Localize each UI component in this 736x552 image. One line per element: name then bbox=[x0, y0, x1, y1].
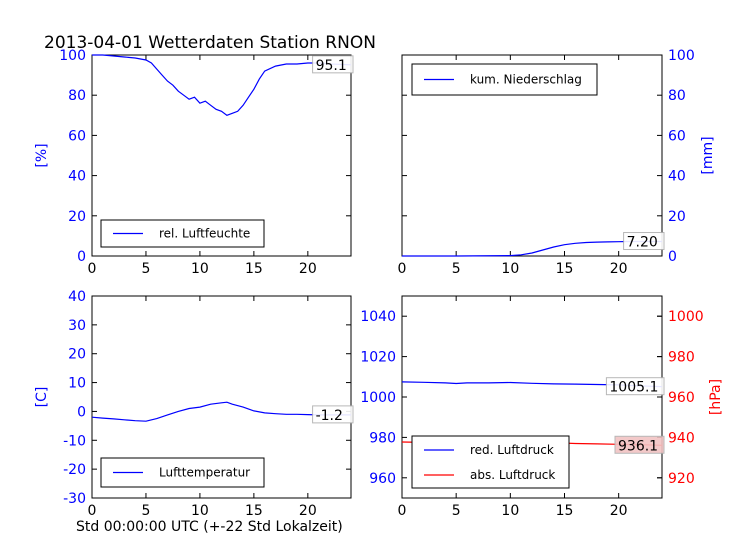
y-tick-label: 1020 bbox=[360, 350, 396, 366]
x-tick-label: 15 bbox=[556, 503, 574, 519]
panel-1: 0 5 10 15 20 0 20 40 60 80 100 [%] rel. Luftfeuchte 9… bbox=[34, 48, 354, 277]
y-tick-label: 20 bbox=[68, 347, 86, 363]
y-axis-label: [C] bbox=[34, 387, 50, 408]
chart-title: 2013-04-01 Wetterdaten Station RNON bbox=[44, 33, 376, 53]
y-tick-label: 60 bbox=[68, 128, 86, 144]
panel-4: 0 5 10 15 20 960 980 1000 1020 1040 920 940 960 980 10… bbox=[360, 295, 724, 519]
x-tick-label: 20 bbox=[610, 503, 628, 519]
annotation-value: 936.1 bbox=[618, 438, 658, 454]
y-tick-label: 100 bbox=[668, 48, 695, 64]
y-tick-label: 10 bbox=[68, 376, 86, 392]
annotation-box bbox=[614, 435, 665, 454]
legend-label: abs. Luftdruck bbox=[470, 468, 555, 482]
y-tick-label: 40 bbox=[68, 289, 86, 305]
y-tick-label: 100 bbox=[59, 48, 86, 64]
y-tick-label: 960 bbox=[369, 471, 396, 487]
y-right-tick-label: 1000 bbox=[668, 309, 704, 325]
y-right-tick-label: 960 bbox=[668, 390, 695, 406]
y-tick-label: 40 bbox=[668, 169, 686, 185]
x-tick-label: 20 bbox=[299, 261, 317, 277]
legend-label: kum. Niederschlag bbox=[470, 73, 582, 87]
x-tick-label: 0 bbox=[88, 503, 97, 519]
legend-label: red. Luftdruck bbox=[470, 443, 554, 457]
legend-label: Lufttemperatur bbox=[159, 466, 250, 480]
x-tick-label: 5 bbox=[141, 503, 150, 519]
y-tick-label: -20 bbox=[63, 462, 86, 478]
series-line bbox=[92, 54, 352, 116]
annotation-box bbox=[312, 55, 354, 74]
y-axis-label: [mm] bbox=[700, 136, 716, 174]
annotation-value: 7.20 bbox=[627, 235, 658, 251]
y-right-tick-label: 940 bbox=[668, 430, 695, 446]
plot-frame bbox=[91, 54, 352, 257]
x-tick-label: 5 bbox=[141, 261, 150, 277]
plot-frame bbox=[401, 54, 663, 257]
y-tick-label: 0 bbox=[77, 249, 86, 265]
legend-box bbox=[411, 435, 570, 489]
annotation-box bbox=[312, 405, 354, 424]
y-tick-label: 80 bbox=[68, 88, 86, 104]
annotation-value: 95.1 bbox=[316, 58, 347, 74]
annotation-value: -1.2 bbox=[316, 408, 343, 424]
x-tick-label: 20 bbox=[299, 503, 317, 519]
x-tick-label: 15 bbox=[245, 503, 263, 519]
y-tick-label: 980 bbox=[369, 430, 396, 446]
annotation-value: 1005.1 bbox=[609, 380, 658, 396]
x-tick-label: 20 bbox=[610, 261, 628, 277]
series-line bbox=[91, 401, 351, 422]
y-tick-label: 80 bbox=[668, 88, 686, 104]
x-tick-label: 15 bbox=[556, 261, 574, 277]
x-tick-label: 10 bbox=[191, 261, 209, 277]
y-tick-label: 1000 bbox=[360, 390, 396, 406]
x-tick-label: 5 bbox=[452, 503, 461, 519]
y-tick-label: 40 bbox=[68, 169, 86, 185]
plot-frame bbox=[91, 295, 352, 499]
y-axis-label-right: [hPa] bbox=[708, 379, 724, 415]
x-tick-label: 0 bbox=[398, 261, 407, 277]
y-tick-label: 0 bbox=[77, 404, 86, 420]
x-tick-label: 10 bbox=[501, 503, 519, 519]
x-tick-label: 10 bbox=[191, 503, 209, 519]
panel-2: 0 5 10 15 20 0 20 40 60 80 100 [mm] kum. Niederschla… bbox=[398, 48, 716, 277]
series-line bbox=[402, 240, 662, 257]
x-tick-label: 0 bbox=[88, 261, 97, 277]
x-tick-label: 15 bbox=[245, 261, 263, 277]
panel-3: 0 5 10 15 20 -30 -20 -10 0 10 20 30 40 [C] Lufttempera… bbox=[34, 289, 354, 519]
y-tick-label: 20 bbox=[68, 209, 86, 225]
y-tick-label: -10 bbox=[63, 433, 86, 449]
annotation-box bbox=[605, 377, 665, 396]
y-axis-label: [%] bbox=[34, 143, 50, 167]
annotation-box bbox=[623, 232, 665, 251]
y-right-tick-label: 920 bbox=[668, 471, 695, 487]
x-tick-label: 5 bbox=[452, 261, 461, 277]
y-tick-label: 1040 bbox=[360, 309, 396, 325]
y-tick-label: 0 bbox=[668, 249, 677, 265]
x-tick-label: 0 bbox=[398, 503, 407, 519]
y-tick-label: 60 bbox=[668, 128, 686, 144]
x-axis-label: Std 00:00:00 UTC (+-22 Std Lokalzeit) bbox=[76, 519, 343, 535]
legend-label: rel. Luftfeuchte bbox=[159, 227, 250, 241]
y-tick-label: -30 bbox=[63, 491, 86, 507]
y-tick-label: 20 bbox=[668, 209, 686, 225]
y-tick-label: 30 bbox=[68, 318, 86, 334]
y-right-tick-label: 980 bbox=[668, 350, 695, 366]
x-tick-label: 10 bbox=[501, 261, 519, 277]
